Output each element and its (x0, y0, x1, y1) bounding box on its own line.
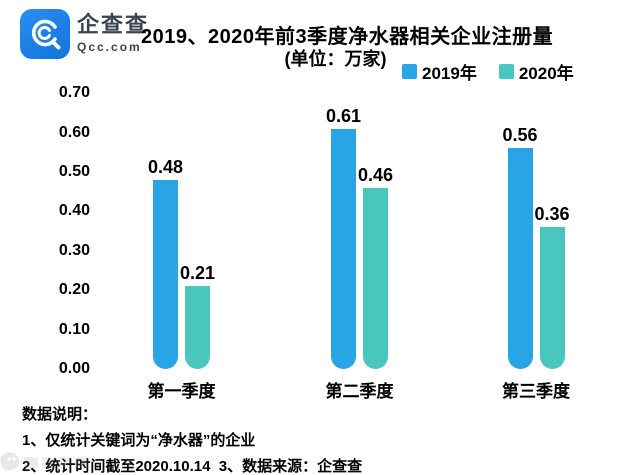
y-axis-tick-0.70: 0.70 (58, 84, 90, 102)
y-axis-tick-0.10: 0.10 (58, 320, 90, 338)
legend-swatch-2020 (498, 64, 514, 79)
brand-domain: Qcc.com (77, 40, 142, 54)
legend-label-2019: 2019年 (422, 64, 477, 83)
value-label-2020年-第三季度: 0.36 (534, 204, 570, 225)
legend-item-2020: 2020年 (498, 59, 574, 84)
chart-legend: 2019年 2020年 (402, 59, 574, 84)
bar-2020年-第二季度 (363, 187, 388, 369)
x-axis-label-第三季度: 第三季度 (502, 382, 570, 401)
footnotes: 数据说明： 1、仅统计关键词为“净水器”的企业 2、统计时间截至2020.10.… (22, 406, 362, 475)
x-axis-label-第二季度: 第二季度 (325, 382, 394, 401)
chart-title: 2019、2020年前3季度净水器相关企业注册量 (141, 26, 554, 48)
value-label-2019年-第二季度: 0.61 (325, 105, 362, 126)
value-label-2019年-第三季度: 0.56 (502, 125, 538, 146)
legend-item-2019: 2019年 (402, 59, 477, 84)
chart-unit-label: (单位：万家) (284, 49, 387, 69)
value-label-2019年-第一季度: 0.48 (147, 156, 184, 177)
footnote-line-1: 1、仅统计关键词为“净水器”的企业 (22, 432, 256, 449)
bar-2020年-第一季度 (185, 286, 210, 369)
y-axis-tick-0.50: 0.50 (58, 163, 90, 180)
qcc-logo-icon (20, 9, 70, 59)
y-axis-tick-0.30: 0.30 (58, 241, 90, 259)
y-axis-tick-0.00: 0.00 (58, 360, 90, 377)
brand-text: 企查查 Qcc.com (77, 9, 149, 55)
y-axis-tick-0.20: 0.20 (58, 281, 90, 299)
brand-name: 企查查 (77, 12, 150, 37)
x-axis-label-第一季度: 第一季度 (147, 382, 216, 401)
value-label-2020年-第二季度: 0.46 (357, 164, 394, 185)
footnote-line-2: 2、统计时间截至2020.10.14 3、数据来源：企查查 (22, 458, 363, 475)
bar-2019年-第二季度 (331, 128, 356, 369)
footnote-heading: 数据说明： (22, 406, 98, 423)
bar-2019年-第一季度 (153, 179, 178, 369)
value-label-2020年-第一季度: 0.21 (179, 263, 216, 284)
bar-2020年-第三季度 (539, 227, 565, 369)
y-axis-tick-0.60: 0.60 (58, 123, 90, 141)
legend-swatch-2019 (402, 64, 417, 79)
magnifier-swirl-icon (31, 19, 61, 50)
brand-logo: 企查查 Qcc.com (20, 9, 149, 59)
bar-2019年-第三季度 (507, 148, 533, 369)
y-axis-tick-0.40: 0.40 (58, 202, 90, 220)
legend-label-2020: 2020年 (518, 64, 574, 83)
